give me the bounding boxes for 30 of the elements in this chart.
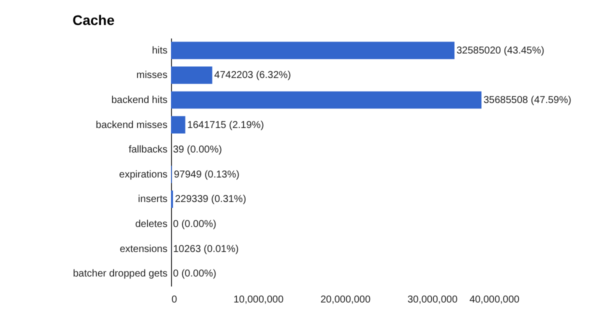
bar <box>171 66 212 84</box>
bar <box>171 42 454 60</box>
data-label: 1641715 (2.19%) <box>187 120 264 131</box>
data-label: 97949 (0.13%) <box>174 169 240 180</box>
data-label: 4742203 (6.32%) <box>214 70 291 82</box>
y-tick-label: expirations <box>119 169 168 180</box>
data-label: 35685508 (47.59%) <box>483 95 572 106</box>
x-tick-label: 20,000,000 <box>320 294 371 306</box>
x-tick-label: 30,000,000 <box>407 294 458 306</box>
y-tick-label: extensions <box>120 244 168 255</box>
y-tick-label: backend hits <box>111 95 168 106</box>
y-tick-label: batcher dropped gets <box>72 268 168 280</box>
data-label: 229339 (0.31%) <box>174 194 246 206</box>
bar <box>171 91 482 109</box>
x-tick-label: 10,000,000 <box>233 294 284 306</box>
y-tick-label: deletes <box>135 219 168 230</box>
data-label: 39 (0.00%) <box>173 144 222 156</box>
y-tick-label: inserts <box>138 194 168 206</box>
chart-title: Cache <box>72 12 115 28</box>
y-tick-label: hits <box>152 45 168 56</box>
bar <box>171 116 186 134</box>
y-tick-label: fallbacks <box>128 144 168 156</box>
data-label: 10263 (0.01%) <box>173 244 239 255</box>
data-label: 0 (0.00%) <box>173 219 216 230</box>
x-tick-label: 40,000,000 <box>469 294 520 306</box>
data-label: 0 (0.00%) <box>173 268 216 280</box>
y-tick-label: backend misses <box>96 120 168 131</box>
y-tick-label: misses <box>136 70 168 82</box>
x-tick-label: 0 <box>172 294 178 306</box>
data-label: 32585020 (43.45%) <box>456 45 544 56</box>
